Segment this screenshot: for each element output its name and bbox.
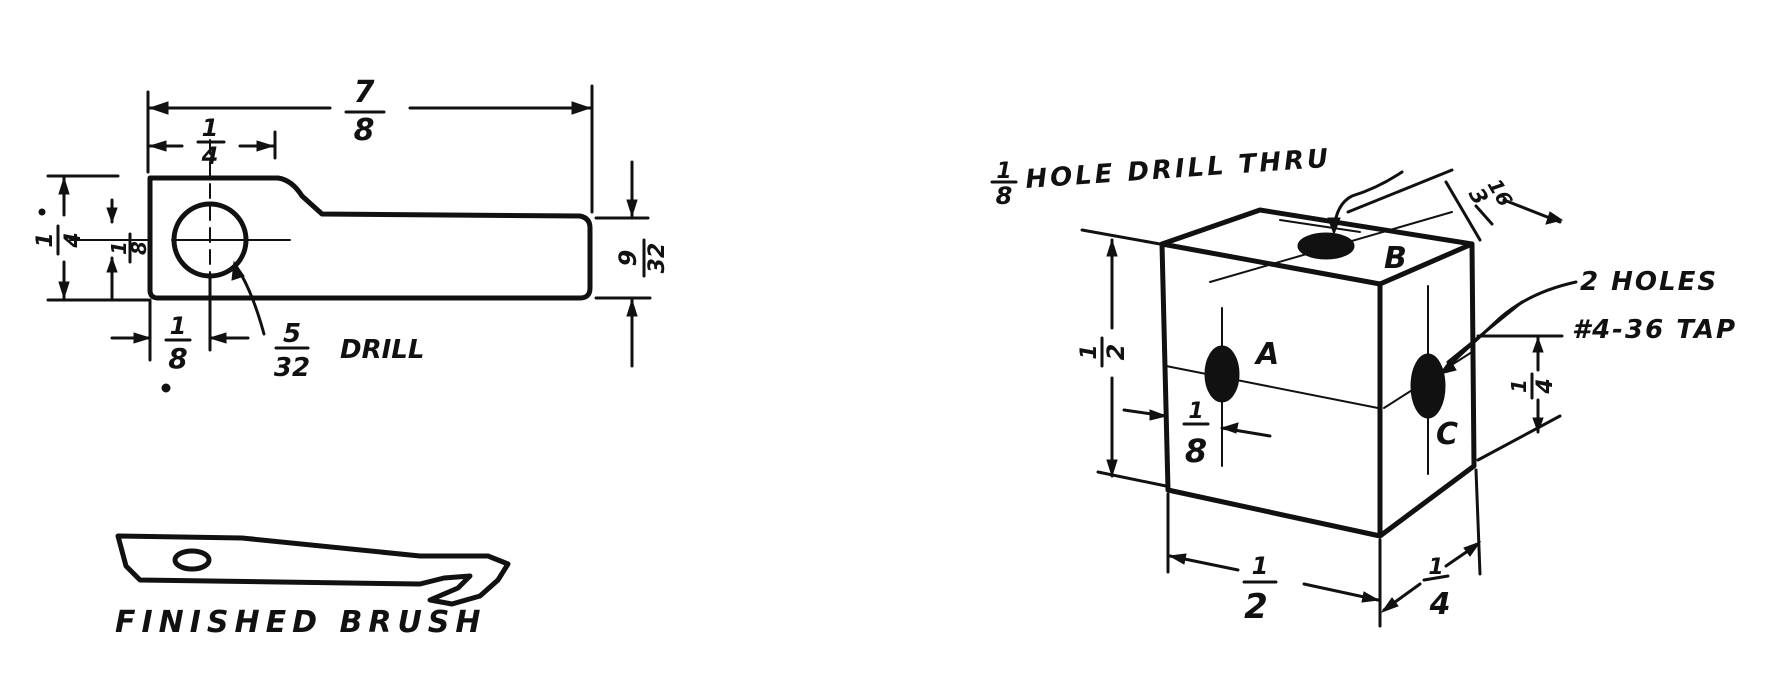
hole-c	[1410, 353, 1446, 419]
drill-callout: 5 32 DRILL	[231, 260, 424, 383]
block-isometric: A B C	[1159, 207, 1477, 539]
dim-hole-offset-num: 1	[202, 114, 219, 142]
dim-edge-offset-den: 8	[168, 342, 187, 375]
dim-block-width-num: 1	[1252, 552, 1269, 580]
dim-inner-left-num: 1	[107, 241, 131, 255]
dim-depth-top-den: 16	[1483, 174, 1518, 210]
dim-overall-num: 7	[354, 75, 375, 110]
tap-callout-line1: 2 HOLES	[1580, 267, 1718, 297]
stray-dot	[38, 208, 46, 216]
dim-block-width: 1 2	[1166, 492, 1382, 628]
top-centerline-b	[1279, 219, 1361, 233]
dim-block-height-den: 2	[1102, 344, 1130, 361]
block-top-face	[1159, 207, 1475, 287]
dim-hole-c-offset-num: 1	[1507, 379, 1531, 393]
dim-block-height-num: 1	[1077, 344, 1102, 359]
dim-block-height: 1 2	[1077, 228, 1168, 488]
dim-hole-offset: 1 4	[146, 114, 277, 170]
dim-overall-length: 7 8	[146, 75, 594, 214]
dim-hole-a-offset-den: 8	[1185, 432, 1207, 470]
block-side-face	[1377, 241, 1477, 539]
label-a: A	[1254, 337, 1279, 372]
finished-brush-label: FINISHED BRUSH	[115, 605, 487, 640]
dim-height-left-den: 4	[61, 232, 86, 248]
dim-overall-den: 8	[354, 113, 375, 148]
drill-den: 32	[274, 353, 310, 383]
brush-outline	[147, 175, 593, 301]
label-c: C	[1436, 417, 1458, 452]
dim-height-left-num: 1	[33, 232, 58, 247]
dim-height-right: 9 32	[594, 160, 670, 368]
label-b: B	[1384, 241, 1407, 276]
dim-block-width-den: 2	[1244, 587, 1268, 627]
dim-hole-c-offset: 1 4	[1476, 334, 1564, 462]
dim-edge-offset: 1 8	[110, 274, 250, 375]
stray-dot	[161, 383, 171, 393]
dim-height-right-num: 9	[614, 250, 642, 267]
dim-inner-left-den: 8	[127, 241, 151, 255]
finished-brush-hole	[172, 548, 212, 572]
tap-callout: 2 HOLES #4-36 TAP	[1438, 267, 1737, 375]
dim-edge-offset-num: 1	[170, 312, 187, 340]
drill-label: DRILL	[340, 335, 424, 365]
front-centerline	[1165, 365, 1379, 409]
dim-inner-left: 1 8	[106, 198, 151, 300]
dim-height-left: 1 4	[33, 174, 150, 302]
hole-callout-den: 8	[996, 182, 1013, 210]
finished-brush-view: FINISHED BRUSH	[115, 533, 511, 640]
dim-block-depth-den: 4	[1429, 587, 1451, 622]
dim-hole-c-offset-den: 4	[1533, 378, 1558, 394]
dim-hole-a-offset-num: 1	[1188, 399, 1203, 424]
hole-a	[1204, 345, 1240, 403]
block-front-face	[1159, 241, 1383, 539]
tap-callout-line2: #4-36 TAP	[1572, 315, 1737, 345]
drill-num: 5	[283, 319, 301, 349]
hole-callout-label: HOLE DRILL THRU	[1024, 144, 1332, 195]
dim-hole-a-offset: 1 8	[1122, 399, 1272, 470]
dim-height-right-den: 32	[645, 243, 670, 274]
finished-brush-outline	[115, 533, 511, 607]
hole-b	[1297, 232, 1355, 260]
hole-callout-num: 1	[996, 159, 1011, 184]
dim-block-depth-num: 1	[1428, 555, 1443, 580]
dim-block-depth: 1 4	[1380, 468, 1482, 622]
dim-hole-offset-den: 4	[201, 142, 219, 170]
